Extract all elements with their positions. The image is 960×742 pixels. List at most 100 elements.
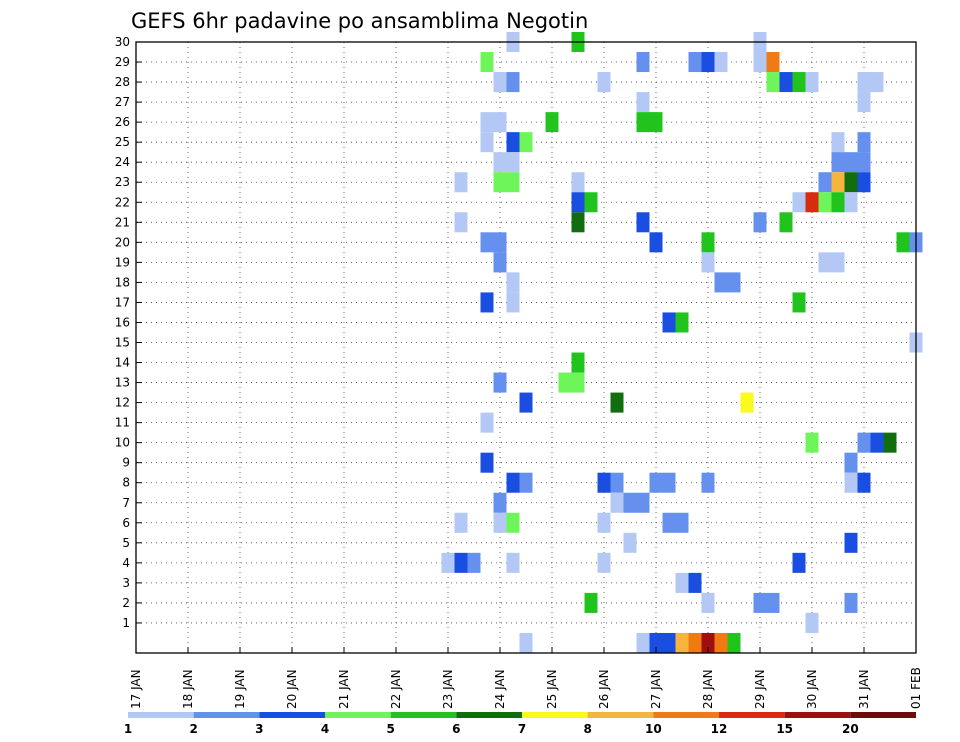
data-cell — [649, 632, 663, 653]
y-tick-label: 25 — [115, 135, 130, 149]
data-cell — [480, 132, 494, 153]
data-cell — [454, 172, 468, 193]
data-cell — [870, 432, 884, 453]
y-tick-label: 1 — [122, 616, 130, 630]
y-tick-label: 20 — [115, 235, 130, 249]
data-cell — [831, 132, 845, 153]
y-tick-label: 27 — [115, 95, 130, 109]
y-tick-label: 4 — [122, 556, 130, 570]
data-cell — [506, 552, 520, 573]
y-tick-label: 28 — [115, 75, 130, 89]
data-cell — [727, 632, 741, 653]
x-tick-label: 29 JAN — [753, 669, 767, 709]
data-cell — [818, 172, 832, 193]
data-cell — [545, 112, 559, 133]
data-cell — [714, 272, 728, 293]
y-tick-label: 17 — [115, 295, 130, 309]
colorbar-label: 12 — [711, 722, 728, 736]
data-cell — [636, 52, 650, 73]
colorbar-label: 7 — [518, 722, 526, 736]
colorbar-segment — [719, 712, 785, 718]
data-cell — [519, 632, 533, 653]
data-cell — [675, 572, 689, 593]
x-axis-ticks: 17 JAN 18 JAN 19 JAN 20 JAN 21 JAN 22 JAN 23 J… — [129, 647, 923, 709]
data-cell — [506, 132, 520, 153]
data-cell — [519, 132, 533, 153]
data-cell — [493, 72, 507, 93]
chart-title: GEFS 6hr padavine po ansamblima Negotin — [131, 9, 588, 33]
data-cell — [740, 392, 754, 413]
colorbar: 1 2 3 4 5 6 7 8 10 12 15 20 — [124, 712, 916, 736]
y-tick-label: 18 — [115, 275, 130, 289]
data-cell — [662, 632, 676, 653]
data-cell — [766, 592, 780, 613]
data-cell — [571, 212, 585, 233]
data-cell — [584, 192, 598, 213]
data-cell — [844, 472, 858, 493]
y-tick-label: 24 — [115, 155, 130, 169]
data-cell — [675, 632, 689, 653]
colorbar-label: 2 — [189, 722, 197, 736]
x-tick-label: 01 FEB — [909, 667, 923, 709]
x-tick-label: 30 JAN — [805, 669, 819, 709]
colorbar-segment — [587, 712, 654, 718]
colorbar-label: 3 — [255, 722, 263, 736]
data-cell — [831, 152, 845, 173]
y-tick-label: 26 — [115, 115, 130, 129]
data-cell — [792, 72, 806, 93]
data-cell — [454, 552, 468, 573]
y-tick-label: 7 — [122, 496, 130, 510]
data-cell — [480, 232, 494, 253]
data-cell — [519, 392, 533, 413]
x-tick-label: 18 JAN — [181, 669, 195, 709]
data-cell — [480, 112, 494, 133]
data-cell — [441, 552, 455, 573]
data-cell — [818, 192, 832, 213]
y-tick-label: 3 — [122, 576, 130, 590]
x-tick-label: 20 JAN — [285, 669, 299, 709]
data-cell — [610, 492, 624, 513]
data-cell — [623, 532, 637, 553]
data-cell — [467, 552, 481, 573]
y-tick-label: 2 — [122, 596, 130, 610]
data-cell — [493, 172, 507, 193]
y-tick-label: 23 — [115, 175, 130, 189]
data-cell — [675, 312, 689, 333]
data-cell — [844, 452, 858, 473]
data-cell — [766, 72, 780, 93]
data-cell — [662, 512, 676, 533]
x-tick-label: 23 JAN — [441, 669, 455, 709]
data-cell — [623, 492, 637, 513]
y-tick-label: 13 — [115, 376, 130, 390]
data-cell — [792, 552, 806, 573]
colorbar-label: 1 — [124, 722, 132, 736]
data-cell — [818, 252, 832, 273]
x-tick-label: 21 JAN — [337, 669, 351, 709]
x-tick-label: 25 JAN — [545, 669, 559, 709]
data-cell — [714, 52, 728, 73]
data-cell — [610, 392, 624, 413]
y-tick-label: 22 — [115, 195, 130, 209]
data-cell — [571, 192, 585, 213]
data-cell — [506, 172, 520, 193]
data-cell — [493, 492, 507, 513]
data-cell — [649, 112, 663, 133]
colorbar-segment — [522, 712, 588, 718]
data-cell — [701, 592, 715, 613]
data-cell — [506, 512, 520, 533]
data-cell — [701, 232, 715, 253]
y-tick-label: 8 — [122, 476, 130, 490]
y-tick-label: 30 — [115, 35, 130, 49]
data-cell — [610, 472, 624, 493]
data-cell — [493, 512, 507, 533]
data-cell — [883, 432, 897, 453]
data-cell — [636, 92, 650, 113]
x-tick-label: 24 JAN — [493, 669, 507, 709]
data-cell — [636, 492, 650, 513]
data-cell — [857, 92, 871, 113]
data-cell — [480, 52, 494, 73]
data-cell — [506, 152, 520, 173]
colorbar-segment — [456, 712, 522, 718]
data-cell — [493, 232, 507, 253]
